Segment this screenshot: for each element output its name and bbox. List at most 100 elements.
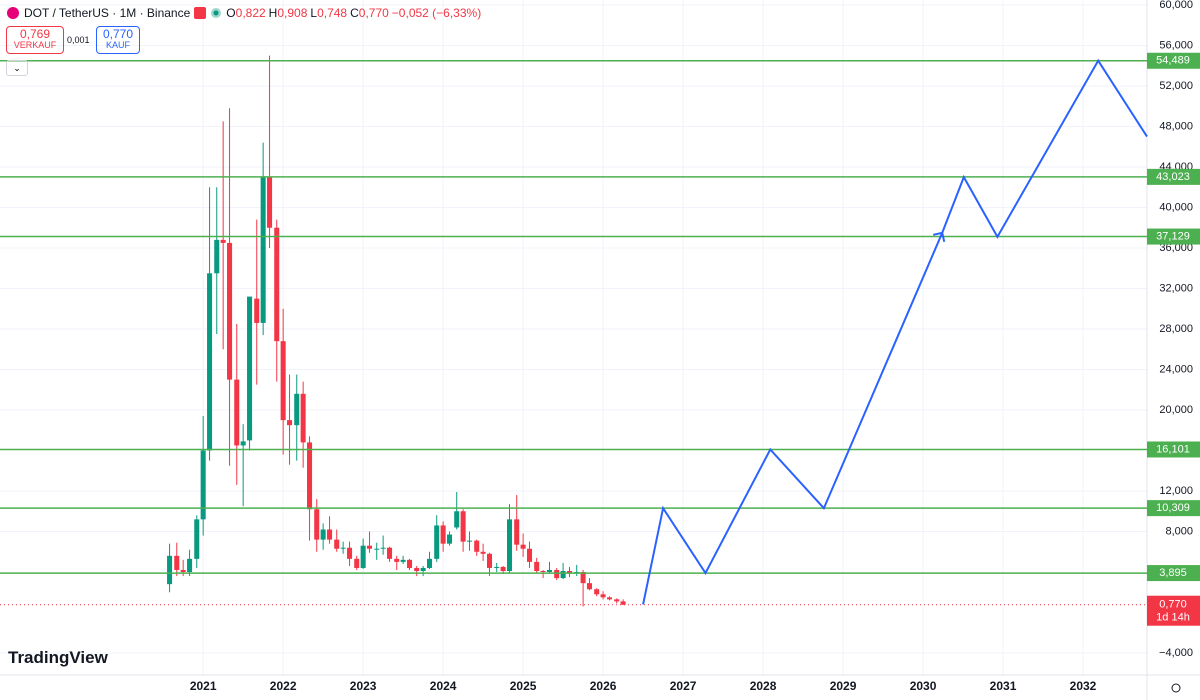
y-tick-label: −4,000 [1159,647,1193,659]
candle-body [614,599,620,602]
level-label: 10,309 [1156,502,1190,514]
level-label: 54,489 [1156,55,1190,67]
sell-label: VERKAUF [13,40,57,50]
ohlc-value: −0,052 (−6,33%) [391,6,482,20]
y-tick-label: 48,000 [1159,120,1193,132]
candle-body [334,539,340,549]
ohlc-key: H [268,6,278,20]
ohlc-value: 0,822 [235,6,266,20]
buy-price: 0,770 [102,27,134,41]
y-tick-label: 32,000 [1159,282,1193,294]
candle-body [466,540,473,542]
candle-body [220,239,226,243]
candle-body [360,545,366,568]
candle-body [274,227,280,342]
settings-icon [1171,683,1181,693]
candle-body [474,540,480,552]
candle-body [327,529,333,540]
candle-body [520,544,526,549]
brand-logo: TradingView [8,648,108,667]
y-tick-label: 28,000 [1159,323,1193,335]
level-badge [1147,52,1200,69]
candle-body [207,273,213,451]
sell-button[interactable]: 0,769 VERKAUF [6,26,64,54]
x-tick-label: 2024 [430,679,457,693]
candle-body [560,571,566,579]
ohlc-value: 0,748 [317,6,348,20]
y-tick-label: 12,000 [1159,485,1193,497]
last-price-label: 0,770 [1159,599,1187,611]
candle-body [540,571,546,573]
level-label: 43,023 [1156,171,1190,183]
candle-body [234,379,240,446]
candle-body [620,601,626,605]
last-price-badge [1147,595,1200,626]
level-label: 37,129 [1156,230,1190,242]
candle-body [594,589,600,595]
candle-body [440,525,446,544]
candle-body [447,534,453,544]
level-label: 16,101 [1156,443,1190,455]
candle-body [480,551,486,554]
candle-body [314,509,320,540]
candle-body [294,393,300,426]
candle-body [580,572,586,584]
candle-body [187,558,193,573]
candle-body [460,511,466,542]
candle-body [307,442,313,510]
candle-body [454,511,460,528]
candle-body [566,571,573,574]
candle-body [354,558,360,568]
candle-body [180,569,186,573]
ohlc-legend: O0,822 H0,908 L0,748 C0,770 −0,052 (−6,33%) [226,6,484,20]
candle-body [407,559,413,568]
level-badge [1147,228,1200,245]
projection-arrow [933,231,946,243]
candle-body [526,548,533,562]
candle-body [494,566,500,568]
alert-icon[interactable] [194,7,207,19]
candle-body [534,561,540,572]
y-tick-label: 20,000 [1159,404,1193,416]
x-tick-label: 2028 [750,679,777,693]
candle-body [174,555,180,570]
buy-button[interactable]: 0,770 KAUF [96,26,140,54]
x-tick-label: 2027 [670,679,697,693]
collapse-button[interactable]: ⌄ [6,60,28,76]
header: DOT / TetherUS · 1M · Binance O0,822 H0,9… [6,6,484,20]
x-tick-label: 2029 [830,679,857,693]
candle-body [500,566,506,572]
candle-body [546,569,553,573]
x-tick-label: 2025 [510,679,537,693]
candle-body [247,296,253,441]
buy-label: KAUF [105,40,130,50]
y-tick-label: 36,000 [1159,242,1193,254]
x-tick-label: 2023 [350,679,377,693]
symbol-icon [7,7,19,19]
ohlc-key: C [350,6,359,20]
candle-body [240,441,246,446]
candle-body [167,555,173,585]
x-tick-label: 2022 [270,679,297,693]
y-tick-label: 52,000 [1159,80,1193,92]
candle-body [227,242,233,380]
candle-body [260,177,266,323]
candle-body [254,298,260,323]
symbol-title[interactable]: DOT / TetherUS · 1M · Binance [24,6,191,20]
y-tick-label: 24,000 [1159,363,1193,375]
candle-body [514,519,520,545]
level-badge [1147,168,1200,185]
candle-body [200,450,206,520]
x-tick-label: 2030 [910,679,937,693]
status-dot [211,8,222,18]
candle-body [506,519,513,572]
sell-price: 0,769 [19,27,51,41]
candle-body [387,547,393,559]
candle-body [414,567,420,572]
ohlc-key: O [226,6,236,20]
candle-body [287,420,293,426]
candle-body [347,547,353,559]
candle-body [586,583,593,590]
